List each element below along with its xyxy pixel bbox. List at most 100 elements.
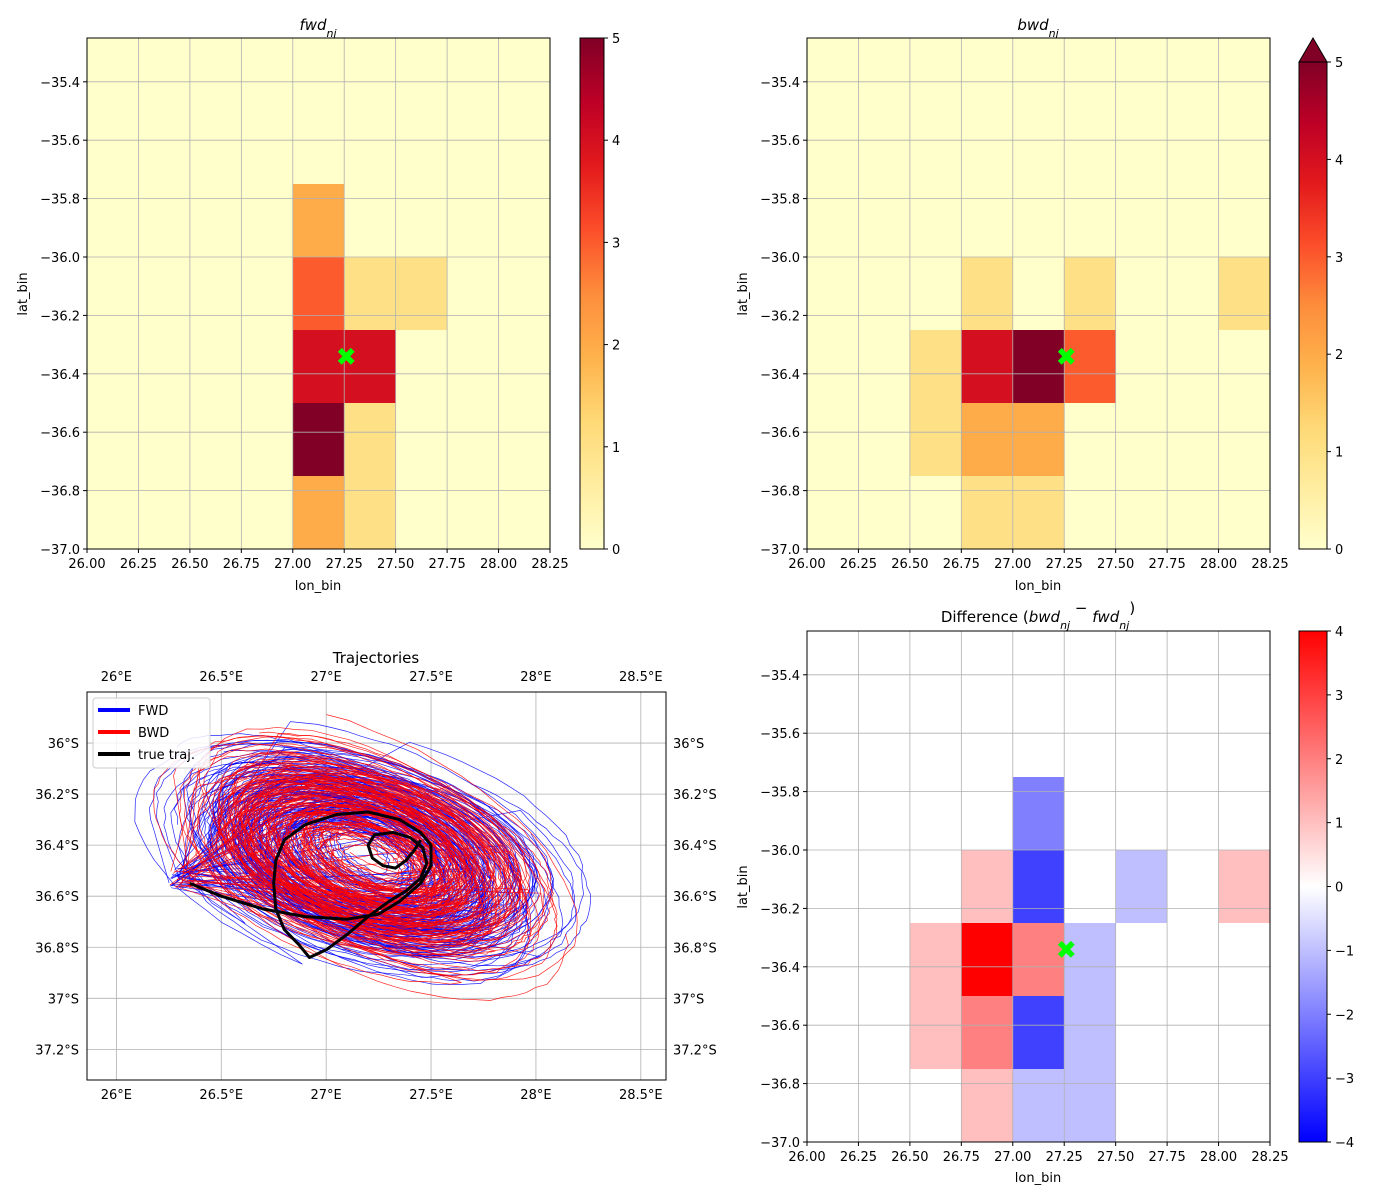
- colorbar-tick-label: −1: [1335, 944, 1354, 959]
- diff-colorbar: −4 −3 −2 −1 0 1 2 3 4: [1298, 625, 1354, 1151]
- y-tick-label: −36.0: [760, 251, 800, 266]
- y-tick-label: −36.8: [760, 1078, 800, 1093]
- colorbar-tick-label: 2: [1335, 753, 1343, 768]
- colorbar-tick-label: 0: [612, 543, 620, 558]
- colorbar-frame: [579, 37, 605, 550]
- heatmap-cell: [1064, 330, 1116, 403]
- x-tick-label: 27.00: [994, 557, 1031, 572]
- colorbar-tick-label: 1: [612, 441, 620, 456]
- heatmap-cell: [961, 330, 1013, 403]
- y-tick-label: −35.6: [40, 134, 80, 149]
- y-tick-label: −35.6: [760, 727, 800, 742]
- y-tick-label: −36.8: [40, 485, 80, 500]
- x-tick-label-top: 26°E: [101, 670, 132, 685]
- y-tick-label: −35.8: [40, 193, 80, 208]
- bwd-axes-frame: [806, 37, 1271, 550]
- x-tick-label-top: 28°E: [520, 670, 551, 685]
- bwd-trajectory-line: [196, 757, 519, 925]
- x-tick-label: 27.25: [1046, 1150, 1083, 1165]
- x-tick-label: 26.00: [788, 557, 825, 572]
- colorbar-tick-label: 5: [1335, 56, 1343, 71]
- heatmap-cell: [1115, 850, 1168, 923]
- diff-x-ticks: 26.00 26.25 26.50 26.75 27.00 27.25 27.50 27.75…: [788, 1142, 1289, 1165]
- heatmap-cell: [1064, 996, 1116, 1069]
- y-tick-label: −36.4: [40, 368, 80, 383]
- diff-x-axis-label: lon_bin: [1015, 1171, 1061, 1186]
- fwd-x-ticks: 26.00 26.25 26.50 26.75 27.00 27.25 27.50 27.75…: [68, 549, 569, 572]
- bwd-colorbar: 0 1 2 3 4 5: [1298, 37, 1343, 558]
- legend-fwd-label: FWD: [138, 704, 168, 719]
- bwd-trajectory-line: [184, 797, 438, 889]
- x-tick-label: 26.25: [120, 557, 157, 572]
- heatmap-cell: [395, 257, 448, 330]
- bwd-trajectory-line: [180, 760, 523, 936]
- legend-box: [92, 697, 211, 769]
- y-tick-label-left: 36.4°S: [35, 839, 79, 854]
- heatmap-cell: [1012, 996, 1065, 1069]
- fwd-y-axis-label: lat_bin: [16, 272, 31, 315]
- bwd-x-ticks: 26.00 26.25 26.50 26.75 27.00 27.25 27.50 27.75…: [788, 549, 1289, 572]
- x-tick-label: 27.50: [1097, 557, 1134, 572]
- y-tick-label: −36.4: [760, 368, 800, 383]
- heatmap-cell: [961, 923, 1013, 996]
- y-tick-label: −35.4: [40, 76, 80, 91]
- x-tick-label: 27.25: [326, 557, 363, 572]
- x-tick-label: 27.50: [1097, 1150, 1134, 1165]
- colorbar-gradient: [1299, 62, 1327, 549]
- heatmap-cell: [344, 330, 396, 403]
- colorbar-extend-arrow: [1298, 37, 1328, 63]
- x-tick-label: 26.00: [788, 1150, 825, 1165]
- diff-grid: [806, 631, 1271, 1143]
- bwd-location-marker: [1057, 347, 1075, 365]
- heatmap-cell: [1012, 403, 1065, 476]
- diff-y-ticks: −35.4 −35.6 −35.8 −36.0 −36.2 −36.4 −36.6 −36.8…: [760, 669, 807, 1151]
- diff-axes-frame: [806, 630, 1271, 1143]
- colorbar-gradient: [1299, 631, 1327, 1142]
- y-tick-label: −36.4: [760, 961, 800, 976]
- y-tick-label-right: 36.8°S: [673, 941, 717, 956]
- x-tick-label-top: 28.5°E: [619, 670, 663, 685]
- y-tick-label-right: 36.2°S: [673, 788, 717, 803]
- x-tick-label-bottom: 28.5°E: [619, 1088, 663, 1103]
- x-tick-label-top: 26.5°E: [199, 670, 243, 685]
- trajectories-title: Trajectories: [332, 649, 420, 667]
- difference-heatmap-panel: Difference (bwdnj − fwdnj) 26.00 26.25 26.…: [736, 599, 1354, 1186]
- colorbar-tick-label: 3: [1335, 251, 1343, 266]
- colorbar-tick-label: 4: [612, 134, 620, 149]
- bwd-y-axis-label: lat_bin: [736, 272, 751, 315]
- traj-lines: [134, 714, 591, 1001]
- diff-location-marker: [1057, 940, 1075, 958]
- heatmap-cell: [1012, 476, 1065, 549]
- y-tick-label-right: 36.4°S: [673, 839, 717, 854]
- x-tick-label: 26.50: [891, 557, 928, 572]
- y-tick-label-left: 37.2°S: [35, 1043, 79, 1058]
- bwd-trajectory-line: [286, 805, 458, 910]
- colorbar-tick-label: 4: [1335, 625, 1343, 640]
- x-tick-label-bottom: 26.5°E: [199, 1088, 243, 1103]
- fwd-trajectory-line: [179, 750, 518, 973]
- heatmap-cell: [1064, 923, 1116, 996]
- bwd-trajectory-line: [229, 762, 463, 919]
- x-tick-label: 26.50: [891, 1150, 928, 1165]
- true-trajectory-line: [189, 810, 433, 959]
- x-tick-label: 26.00: [68, 557, 105, 572]
- y-tick-label-right: 36.6°S: [673, 890, 717, 905]
- x-tick-label-bottom: 27.5°E: [409, 1088, 453, 1103]
- y-tick-label: −36.8: [760, 485, 800, 500]
- colorbar-tick-label: 0: [1335, 543, 1343, 558]
- colorbar-tick-label: −4: [1335, 1136, 1354, 1151]
- x-tick-label-top: 27°E: [311, 670, 342, 685]
- heatmap-cell: [292, 403, 345, 476]
- y-tick-label-left: 36.8°S: [35, 941, 79, 956]
- x-tick-label: 26.75: [943, 1150, 980, 1165]
- fwd-cells: [87, 38, 550, 549]
- x-tick-label: 26.50: [171, 557, 208, 572]
- heatmap-cell: [909, 403, 962, 476]
- heatmap-cell: [344, 476, 396, 549]
- heatmap-cell: [1218, 850, 1270, 923]
- traj-axes-frame: [86, 691, 667, 1081]
- diff-y-axis-label: lat_bin: [736, 865, 751, 908]
- y-tick-label: −36.2: [760, 309, 800, 324]
- colorbar-tick-label: 2: [612, 339, 620, 354]
